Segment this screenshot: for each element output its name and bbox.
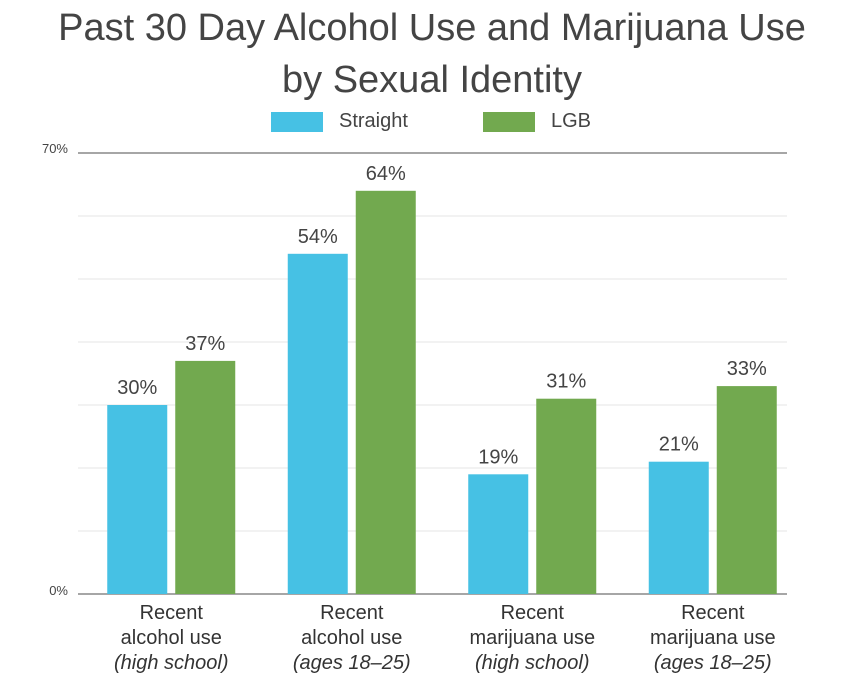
legend: Straight LGB [0, 110, 864, 140]
legend-item-lgb: LGB [483, 110, 591, 133]
category-label-1-line1: Recent [139, 602, 203, 624]
bar-lgb-4 [716, 386, 777, 594]
category-label-2-line1: Recent [320, 602, 384, 624]
data-label-straight-4: 21% [659, 434, 699, 456]
category-label-3: Recent marijuana use (high school) [447, 601, 617, 676]
legend-item-straight: Straight [271, 110, 408, 133]
legend-swatch-straight [271, 111, 323, 132]
category-label-2: Recent alcohol use (ages 18–25) [267, 601, 437, 676]
legend-swatch-lgb [483, 111, 535, 132]
bar-lgb-1 [175, 360, 236, 594]
data-label-lgb-4: 33% [727, 358, 767, 380]
category-label-4-line1: Recent [681, 602, 745, 624]
y-tick-label-max: 70% [42, 141, 68, 156]
legend-label-lgb: LGB [551, 110, 592, 132]
bar-lgb-2 [355, 190, 416, 595]
category-label-2-line3: (ages 18–25) [292, 652, 411, 674]
category-label-1: Recent alcohol use (high school) [86, 601, 256, 676]
data-label-lgb-3: 31% [546, 371, 586, 393]
category-label-2-line2: alcohol use [301, 627, 403, 649]
legend-label-straight: Straight [339, 110, 408, 132]
data-label-straight-3: 19% [478, 446, 518, 468]
chart-title: Past 30 Day Alcohol Use and Marijuana Us… [0, 2, 864, 106]
data-label-straight-2: 54% [298, 226, 338, 248]
bar-lgb-3 [536, 398, 597, 594]
category-label-3-line3: (high school) [474, 652, 590, 674]
category-label-4-line3: (ages 18–25) [653, 652, 772, 674]
bar-straight-1 [107, 405, 168, 594]
category-label-1-line3: (high school) [113, 652, 229, 674]
bar-straight-3 [468, 474, 529, 594]
y-tick-label-min: 0% [49, 583, 68, 598]
chart-title-line-1: Past 30 Day Alcohol Use and Marijuana Us… [58, 7, 806, 49]
category-label-1-line2: alcohol use [120, 627, 222, 649]
category-label-4: Recent marijuana use (ages 18–25) [628, 601, 798, 676]
category-label-3-line2: marijuana use [469, 627, 596, 649]
data-label-straight-1: 30% [117, 377, 157, 399]
category-label-4-line2: marijuana use [649, 627, 776, 649]
data-label-lgb-1: 37% [185, 333, 225, 355]
chart-title-line-2: by Sexual Identity [282, 59, 582, 101]
data-label-lgb-2: 64% [366, 163, 406, 185]
bar-straight-2 [287, 253, 348, 595]
category-label-3-line1: Recent [500, 602, 564, 624]
bar-straight-4 [648, 461, 709, 594]
